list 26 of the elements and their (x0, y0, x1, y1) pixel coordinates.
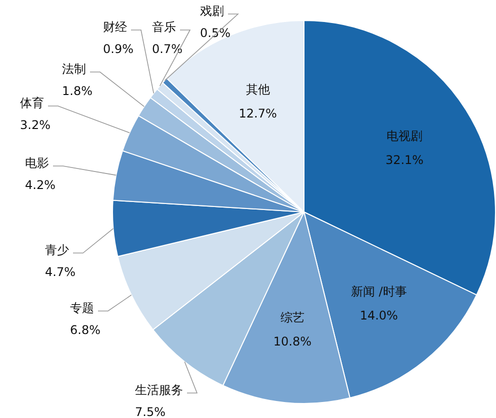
data-label: 0.5% (200, 26, 230, 40)
data-label: 4.7% (45, 265, 76, 280)
slice-label: 电视剧 (386, 128, 423, 143)
data-label: 10.8% (273, 334, 312, 348)
slice-label: 综艺 (280, 310, 304, 324)
data-label: 0.7% (152, 42, 182, 56)
slice-label: 财经 (103, 20, 127, 34)
slice-label: 青少 (45, 243, 69, 258)
data-label: 0.9% (103, 42, 134, 56)
slice-label: 其他 (246, 82, 270, 97)
slice-label: 体育 (20, 96, 44, 110)
slice-label: 生活服务 (135, 383, 183, 398)
slice-label: 新闻 /时事 (350, 284, 407, 298)
data-label: 7.5% (135, 405, 166, 418)
data-label: 1.8% (62, 84, 92, 98)
data-label: 32.1% (385, 152, 424, 167)
slice-label: 法制 (62, 62, 86, 76)
data-label: 12.7% (238, 106, 277, 121)
data-label: 6.8% (70, 323, 100, 338)
slice-label: 音乐 (152, 20, 176, 34)
data-label: 14.0% (360, 308, 398, 322)
data-label: 4.2% (25, 178, 56, 192)
slice-label: 专题 (70, 301, 94, 316)
slice-label: 戏剧 (200, 4, 224, 18)
slice-label: 电影 (25, 156, 49, 170)
data-label: 3.2% (20, 118, 50, 132)
